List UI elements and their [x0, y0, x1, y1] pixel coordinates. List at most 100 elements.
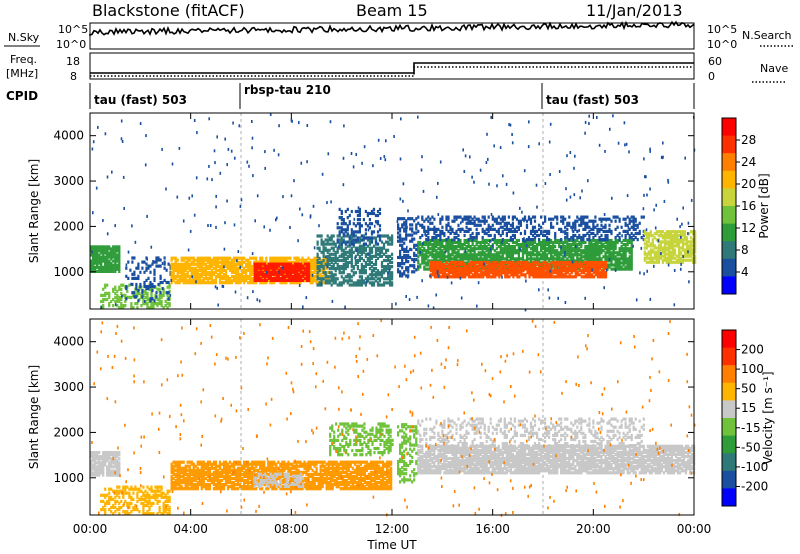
data-cell [427, 263, 430, 267]
data-cell [505, 251, 508, 255]
data-cell [348, 234, 351, 238]
data-cell [461, 247, 464, 251]
data-cell [485, 219, 488, 223]
data-cell [376, 230, 380, 234]
data-cell [546, 267, 549, 271]
data-cell [110, 269, 113, 273]
data-cell [560, 227, 563, 231]
data-cell [457, 245, 460, 249]
data-cell [431, 271, 434, 275]
data-cell [528, 275, 531, 279]
data-cell [690, 250, 693, 254]
data-cell [596, 247, 599, 251]
data-cell [419, 265, 422, 269]
data-cell [536, 267, 539, 271]
data-cell [564, 217, 567, 221]
data-cell [477, 217, 480, 221]
data-cell [374, 236, 378, 240]
data-cell [271, 258, 274, 262]
data-cell [463, 233, 466, 238]
data-cell [574, 223, 577, 227]
data-cell [528, 271, 531, 275]
data-cell [677, 246, 681, 250]
data-cell [158, 295, 161, 299]
data-cell [356, 252, 359, 256]
data-cell [415, 223, 418, 227]
data-cell [501, 247, 504, 251]
data-cell [653, 244, 656, 248]
data-cell [624, 265, 627, 269]
data-cell [530, 273, 533, 277]
data-cell [100, 267, 103, 271]
data-cell [176, 258, 179, 262]
data-cell [638, 231, 641, 236]
data-cell [167, 280, 170, 285]
data-cell [525, 238, 529, 242]
data-cell [130, 304, 133, 308]
data-cell [694, 232, 697, 236]
data-cell [243, 268, 246, 272]
data-cell [647, 252, 650, 256]
data-cell [546, 238, 549, 242]
data-cell [462, 275, 465, 279]
data-cell [540, 240, 543, 245]
data-cell [401, 247, 404, 251]
data-cell [590, 265, 593, 269]
data-cell [665, 256, 668, 260]
data-cell [376, 252, 380, 256]
data-cell [328, 256, 331, 260]
data-cell [580, 271, 583, 275]
data-cell [358, 244, 361, 248]
data-cell [196, 262, 199, 266]
data-cell [255, 260, 258, 264]
data-cell [661, 248, 664, 252]
data-cell [102, 259, 105, 263]
data-cell [358, 236, 361, 240]
data-cell [330, 271, 333, 275]
data-cell [562, 221, 565, 225]
data-cell [517, 247, 520, 251]
data-cell [453, 231, 456, 236]
data-cell [338, 258, 341, 263]
data-cell [582, 249, 585, 253]
data-cell [350, 234, 353, 238]
data-cell [570, 275, 573, 279]
data-cell [212, 256, 215, 260]
data-cell [376, 273, 380, 277]
data-cell [275, 264, 278, 268]
data-cell [350, 248, 353, 252]
data-cell [554, 245, 557, 249]
data-cell [435, 260, 438, 265]
data-cell [653, 232, 656, 236]
data-cell [556, 273, 559, 277]
data-cell [592, 227, 595, 231]
data-cell [239, 279, 242, 283]
data-cell [401, 262, 404, 266]
data-cell [614, 247, 617, 251]
data-cell [269, 278, 272, 282]
data-cell [508, 265, 511, 269]
data-cell [342, 222, 345, 226]
data-cell [461, 255, 464, 259]
noise-strip: N.Sky 10^5 10^0 10^5 10^0 N.Search [4, 20, 794, 51]
data-cell [550, 225, 553, 229]
data-cell [495, 255, 498, 259]
data-cell [405, 221, 408, 225]
data-cell [478, 265, 481, 269]
data-cell [449, 260, 453, 265]
data-cell [655, 256, 658, 260]
data-cell [572, 236, 575, 240]
data-cell [334, 260, 337, 265]
data-cell [531, 249, 535, 253]
data-cell [141, 260, 144, 264]
data-cell [491, 255, 494, 259]
data-cell [443, 259, 446, 263]
data-cell [328, 281, 331, 285]
data-cell [602, 238, 605, 242]
data-cell [295, 266, 299, 270]
data-cell [158, 299, 161, 304]
data-cell [255, 262, 258, 266]
data-cell [350, 252, 353, 256]
data-cell [174, 281, 177, 285]
data-cell [675, 242, 679, 246]
